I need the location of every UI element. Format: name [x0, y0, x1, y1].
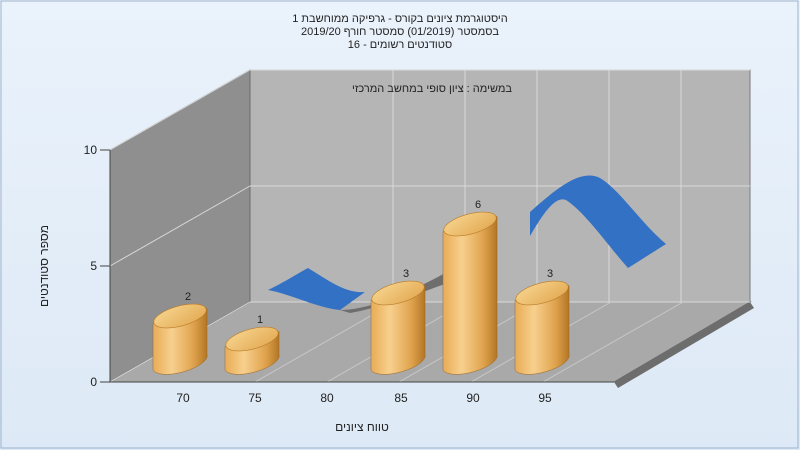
bar-value-label: 2 — [185, 291, 191, 303]
bar-body — [514, 285, 570, 375]
bar-value-label: 3 — [403, 268, 409, 280]
y-tick-label: 0 — [90, 375, 97, 389]
y-axis-title: מספר סטודנטים — [37, 225, 51, 307]
x-tick-label: 90 — [466, 391, 480, 405]
y-tick-label: 10 — [84, 143, 98, 157]
chart-title-line-3: סטודנטים רשומים - 16 — [348, 39, 452, 51]
bar-body — [442, 216, 498, 375]
chart-subtitle: במשימה : ציון סופי במחשב המרכזי — [352, 83, 512, 95]
bar-value-label: 6 — [475, 199, 481, 211]
axis-ticks: 0 5 10 70 75 80 85 90 95 — [84, 143, 552, 405]
ribbon-segment-front-right — [530, 175, 666, 268]
chart-title-line-1: היסטוגרמת ציונים בקורס - גרפיקה ממוחשבת … — [292, 13, 508, 25]
bar-top — [153, 303, 207, 329]
bar-70: 2 — [152, 291, 208, 375]
x-tick-label: 80 — [320, 391, 334, 405]
bar-top — [371, 280, 425, 306]
bar-top — [443, 211, 497, 237]
bar-value-label: 3 — [547, 268, 553, 280]
chart-title-line-2: בסמסטר (01/2019) סמסטר חורף 2019/20 — [301, 26, 499, 38]
bars: 2 1 3 6 3 — [152, 199, 570, 375]
bar-top — [515, 280, 569, 306]
bar-value-label: 1 — [257, 314, 263, 326]
x-tick-label: 85 — [394, 391, 408, 405]
bar-body — [370, 285, 426, 375]
ribbon-segment-front-left — [268, 268, 365, 310]
bar-95: 3 — [514, 268, 570, 375]
x-axis-title: טווח ציונים — [335, 420, 389, 434]
x-tick-label: 95 — [538, 391, 552, 405]
y-tick-label: 5 — [90, 259, 97, 273]
floor-front-edge — [614, 302, 754, 388]
x-tick-label: 75 — [248, 391, 262, 405]
bar-90: 6 — [442, 199, 498, 375]
grid-line-y — [109, 69, 251, 151]
grid-line-y — [109, 185, 251, 267]
grid-line-floor — [542, 301, 684, 383]
x-tick-label: 70 — [176, 391, 190, 405]
bar-top — [225, 326, 279, 352]
bar-75: 1 — [224, 314, 280, 375]
bar-85: 3 — [370, 268, 426, 375]
